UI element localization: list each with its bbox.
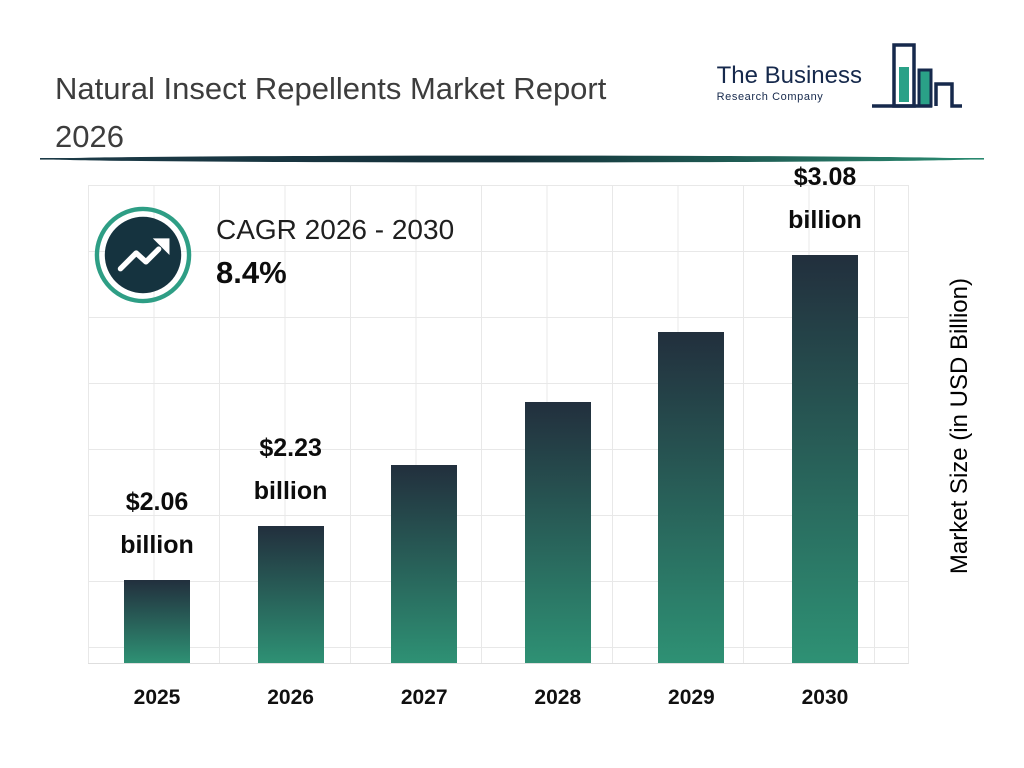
y-axis-label: Market Size (in USD Billion) — [946, 278, 973, 575]
page-title: Natural Insect Repellents Market Report … — [55, 70, 607, 154]
x-tick-label: 2030 — [801, 686, 849, 709]
bar-column: 2029 — [658, 185, 725, 709]
x-tick-label: 2028 — [534, 686, 582, 709]
bar-value-amount: $2.06 — [125, 487, 189, 516]
cagr-block: CAGR 2026 - 2030 8.4% — [94, 206, 454, 304]
cagr-text: CAGR 2026 - 2030 8.4% — [216, 206, 454, 291]
bar-column: 2027 — [391, 185, 458, 709]
bar-value-unit: billion — [120, 531, 194, 560]
bar — [791, 255, 858, 663]
bar — [524, 402, 591, 663]
bar-value-amount: $2.23 — [259, 433, 322, 462]
trending-up-icon — [94, 206, 192, 304]
bar-value-unit: billion — [788, 206, 862, 235]
x-tick-label: 2026 — [267, 686, 314, 709]
cagr-value: 8.4% — [216, 255, 287, 290]
bars-container: $2.06 billion 2025 $2.23 billion 2026 2027 2028… — [120, 163, 862, 710]
bar-value-label: $3.08 billion — [740, 156, 910, 244]
bar — [391, 465, 458, 663]
bar — [257, 526, 324, 663]
bar-column: $3.08 billion 2030 — [788, 163, 862, 710]
logo-chart-icon — [872, 43, 962, 108]
logo-name-line1: The Business — [716, 61, 862, 89]
bar-value-label: $2.06 billion — [72, 481, 242, 569]
x-tick-label: 2025 — [133, 686, 181, 709]
bar-value-amount: $3.08 — [793, 162, 857, 191]
bar-column: $2.06 billion 2025 — [120, 185, 194, 710]
bar-value-label: $2.23 billion — [206, 427, 376, 515]
logo-name-line2: Research Company — [716, 90, 824, 103]
x-tick-label: 2029 — [668, 686, 715, 709]
company-logo: The Business Research Company — [717, 40, 966, 124]
bar — [658, 332, 725, 663]
header-divider — [40, 155, 984, 163]
market-size-chart: $2.06 billion 2025 $2.23 billion 2026 2027 2028… — [88, 163, 909, 710]
x-tick-label: 2027 — [400, 686, 448, 709]
cagr-label: CAGR 2026 - 2030 — [216, 214, 455, 245]
company-logo-text: The Business Research Company — [717, 62, 862, 103]
bar-column: 2028 — [524, 185, 591, 709]
bar — [124, 580, 190, 663]
bar-column: $2.23 billion 2026 — [254, 185, 328, 710]
bar-value-unit: billion — [253, 477, 328, 506]
